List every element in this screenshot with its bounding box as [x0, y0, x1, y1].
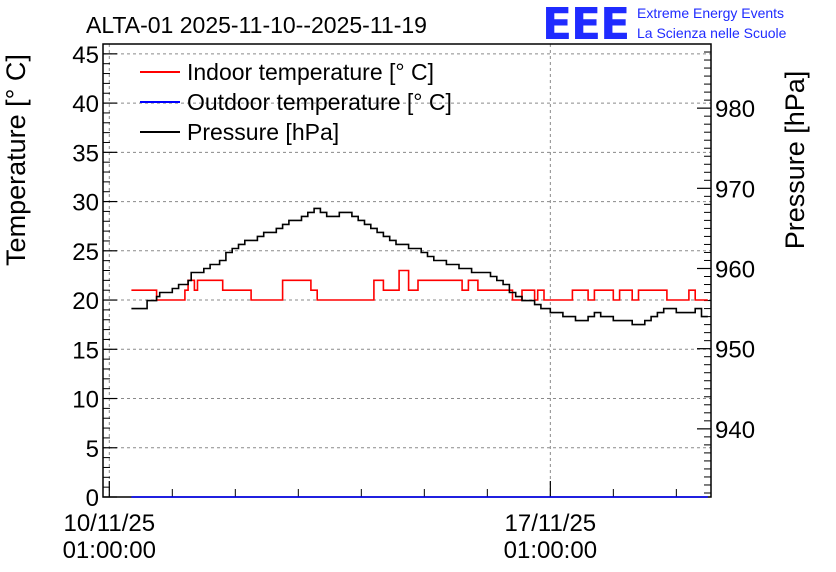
eee-logo-line2: La Scienza nelle Scuole	[637, 25, 787, 41]
x-tick-label-time: 01:00:00	[63, 537, 156, 564]
y-tick-label: 25	[72, 239, 99, 266]
x-tick-label-date: 10/11/25	[63, 510, 155, 537]
y-tick-label: 30	[72, 190, 99, 217]
y2-tick-label: 950	[715, 337, 755, 364]
y-tick-label: 15	[72, 337, 99, 364]
series-layer	[131, 207, 708, 498]
x-tick-label-time: 01:00:00	[504, 537, 597, 564]
y-tick-label: 0	[86, 485, 99, 512]
eee-logo-line1: Extreme Energy Events	[637, 5, 784, 21]
y-tick-label: 10	[72, 387, 99, 414]
y-tick-label: 5	[86, 436, 99, 463]
eee-logo-mark: EEE	[542, 0, 629, 50]
grid	[103, 44, 711, 497]
y2-tick-label: 980	[715, 96, 755, 123]
y-tick-label: 20	[72, 288, 99, 315]
y-tick-label: 40	[72, 91, 99, 118]
y-axis-label: Temperature [° C]	[1, 54, 31, 266]
y2-tick-label: 960	[715, 256, 755, 283]
chart-title: ALTA-01 2025-11-10--2025-11-19	[86, 12, 427, 38]
y2-axis-label: Pressure [hPa]	[780, 71, 810, 250]
y-tick-label: 45	[72, 42, 99, 69]
y2-tick-label: 970	[715, 176, 755, 203]
legend: Indoor temperature [° C] Outdoor temperat…	[140, 59, 452, 145]
y-tick-label: 35	[72, 140, 99, 167]
legend-label: Pressure [hPa]	[187, 119, 339, 145]
y2-tick-label: 940	[715, 417, 755, 444]
series-line-indoor	[131, 269, 708, 301]
x-tick-label-date: 17/11/25	[505, 510, 597, 537]
legend-label: Indoor temperature [° C]	[187, 59, 434, 85]
series-line-pressure	[131, 207, 708, 326]
axes: 0 5 10 15 20 25 30 35 40 45 940 950 960 970 980 10/11/2…	[63, 42, 755, 564]
legend-label: Outdoor temperature [° C]	[187, 89, 452, 115]
eee-logo: EEE Extreme Energy Events La Scienza nel…	[542, 0, 787, 50]
